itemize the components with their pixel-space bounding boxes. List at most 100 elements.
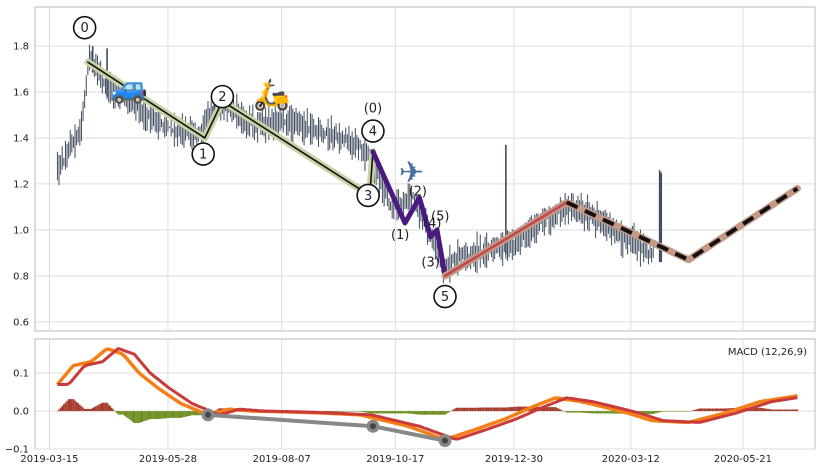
- macd-hist-bar: [682, 411, 685, 412]
- macd-hist-bar: [564, 411, 566, 412]
- macd-hist-bar: [408, 411, 411, 414]
- macd-hist-bar: [191, 411, 193, 416]
- macd-hist-bar: [149, 411, 152, 420]
- macd-hist-bar: [128, 411, 131, 420]
- macd-hist-bar: [141, 411, 144, 422]
- macd-hist-bar: [710, 408, 712, 412]
- macd-hist-bar: [418, 411, 421, 415]
- macd-hist-bar: [604, 411, 606, 414]
- macd-hist-bar: [673, 411, 675, 412]
- macd-hist-bar: [786, 409, 789, 412]
- price-grid: [35, 7, 815, 331]
- macd-hist-bar: [668, 411, 671, 412]
- macd-hist-bar: [127, 411, 129, 419]
- macd-hist-bar: [423, 411, 425, 415]
- macd-hist-bar: [505, 407, 507, 412]
- macd-hist-bar: [575, 411, 578, 413]
- macd-hist-bar: [397, 411, 400, 414]
- macd-hist-bar: [681, 411, 683, 412]
- macd-hist-bar: [107, 404, 110, 412]
- price-y-tick-label: 1.4: [13, 133, 29, 144]
- macd-hist-bar: [449, 411, 451, 412]
- macd-hist-bar: [724, 408, 727, 412]
- macd-hist-bar: [91, 408, 94, 412]
- macd-hist-bar: [694, 409, 696, 412]
- macd-hist-bar: [678, 411, 680, 412]
- macd-hist-bar: [82, 407, 84, 412]
- macd-hist-bar: [596, 411, 598, 414]
- macd-hist-bar: [58, 409, 60, 412]
- macd-hist-bar: [718, 408, 720, 412]
- macd-hist-bar: [155, 411, 158, 420]
- macd-hist-bar: [415, 411, 417, 415]
- macd-hist-bar: [753, 407, 755, 412]
- macd-hist-bar: [713, 408, 715, 412]
- price-panel: 0.60.81.01.21.41.61.8 0123(0)4(1)(2)(4)(…: [13, 6, 816, 332]
- macd-hist-bar: [503, 407, 506, 412]
- macd-hist-bar: [400, 411, 403, 414]
- macd-hist-bar: [407, 411, 409, 414]
- macd-hist-bar: [506, 407, 509, 412]
- macd-hist-bar: [101, 402, 104, 412]
- macd-hist-bar: [75, 401, 78, 412]
- macd-hist-bar: [85, 408, 88, 412]
- macd-hist-bar: [775, 409, 778, 412]
- macd-hist-bar: [484, 407, 486, 412]
- macd-hist-bar: [468, 407, 470, 412]
- macd-hist-bar: [452, 409, 454, 412]
- macd-hist-bar: [362, 411, 365, 413]
- macd-hist-bar: [192, 411, 195, 416]
- macd-hist-bar: [583, 411, 586, 413]
- macd-hist-bar: [649, 411, 651, 415]
- macd-hist-bar: [726, 408, 728, 412]
- macd-hist-bar: [429, 411, 432, 415]
- wave-label: 4: [369, 125, 377, 140]
- macd-hist-bar: [194, 411, 196, 416]
- macd-hist-bar: [95, 406, 97, 412]
- macd-hist-bar: [557, 408, 560, 412]
- macd-hist-bar: [157, 411, 160, 420]
- macd-hist-bar: [74, 400, 76, 412]
- macd-hist-bar: [702, 408, 704, 412]
- macd-panel: −0.1 0.0 0.1 MACD (12,26,9): [5, 338, 816, 456]
- macd-hist-bar: [794, 409, 797, 412]
- macd-hist-bar: [703, 408, 706, 412]
- macd-hist-bar: [477, 407, 480, 412]
- macd-hist-bar: [396, 411, 398, 414]
- x-axis: 2019-03-15 2019-05-28 2019-08-07 2019-10-17…: [20, 454, 772, 465]
- signal-line: [57, 347, 798, 441]
- macd-hist-bar: [756, 407, 759, 412]
- macd-hist-bar: [416, 411, 419, 415]
- macd-hist-bar: [61, 405, 64, 412]
- macd-hist-bar: [428, 411, 430, 415]
- macd-hist-bar: [783, 409, 786, 412]
- macd-hist-bar: [793, 409, 795, 412]
- wave-line: [443, 201, 568, 278]
- macd-y-axis: −0.1 0.0 0.1: [5, 369, 29, 456]
- macd-hist-bar: [394, 411, 397, 414]
- macd-hist-bar: [670, 411, 672, 412]
- macd-hist-bar: [492, 407, 494, 412]
- macd-hist-bar: [147, 411, 150, 420]
- macd-hist-bar: [585, 411, 587, 413]
- x-tick-label: 2020-05-21: [714, 454, 772, 465]
- macd-hist-bar: [152, 411, 155, 420]
- macd-hist-bar: [790, 409, 792, 412]
- macd-hist-bar: [162, 411, 164, 419]
- macd-hist-bar: [183, 411, 185, 418]
- macd-hist-bar: [420, 411, 422, 415]
- macd-hist-bar: [522, 406, 525, 412]
- macd-hist-bar: [554, 407, 557, 412]
- macd-hist-bar: [485, 407, 488, 412]
- macd-hist-bar: [565, 411, 568, 413]
- macd-hist-bar: [655, 411, 658, 414]
- wave-label-circle: [433, 284, 457, 309]
- macd-hist-bar: [500, 407, 502, 412]
- macd-hist-bar: [772, 409, 775, 412]
- macd-hist-bar: [770, 409, 773, 412]
- macd-hist-bar: [159, 411, 161, 419]
- macd-y-tick-label: −0.1: [5, 445, 29, 456]
- macd-hist-bar: [599, 411, 602, 414]
- macd-label: MACD (12,26,9): [728, 347, 807, 358]
- macd-hist-bar: [453, 408, 456, 412]
